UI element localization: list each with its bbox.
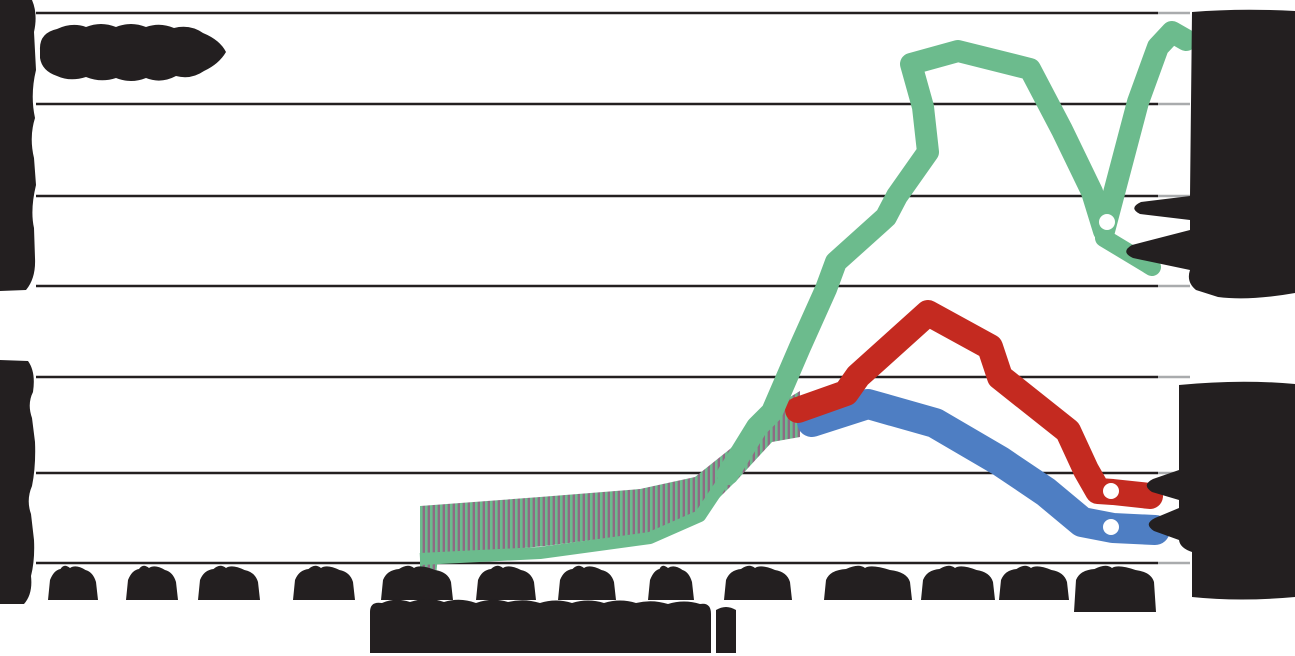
x-tick-blob-1 xyxy=(126,565,178,600)
red-blue-series-label-blob xyxy=(1146,381,1295,600)
x-tick-blob-0 xyxy=(48,565,98,600)
red-line-series xyxy=(785,300,1163,509)
x-tick-blob-9 xyxy=(824,565,912,600)
merged-series-band-hatched xyxy=(420,391,800,576)
x-tick-blob-12 xyxy=(1074,565,1156,612)
y-axis-tick-blob-column-lower xyxy=(0,360,36,604)
y-axis-tick-blob-column-upper xyxy=(0,0,36,291)
blue-line-series xyxy=(797,389,1170,545)
blue-endpoint-dot xyxy=(1103,519,1119,535)
x-tick-blob-5 xyxy=(476,565,536,600)
horizontal-gridlines xyxy=(36,11,1190,565)
x-tick-blob-8 xyxy=(724,565,792,600)
green-line-series-start xyxy=(419,470,733,565)
x-tick-blob-4 xyxy=(381,565,453,600)
red-endpoint-dot xyxy=(1103,483,1119,499)
chart-title-blob xyxy=(39,24,226,81)
x-tick-blob-3 xyxy=(293,565,355,600)
green-line-series xyxy=(717,21,1197,485)
x-tick-blob-11 xyxy=(999,565,1069,600)
green-series-label-blob xyxy=(1126,9,1295,299)
x-axis-title-blob xyxy=(370,599,736,653)
x-tick-blob-6 xyxy=(558,565,616,600)
green-endpoint-dot xyxy=(1099,214,1115,230)
x-tick-blob-7 xyxy=(648,565,694,600)
x-tick-blob-10 xyxy=(921,565,995,600)
x-axis-tick-blobs xyxy=(48,565,1156,612)
x-tick-blob-2 xyxy=(198,565,260,600)
